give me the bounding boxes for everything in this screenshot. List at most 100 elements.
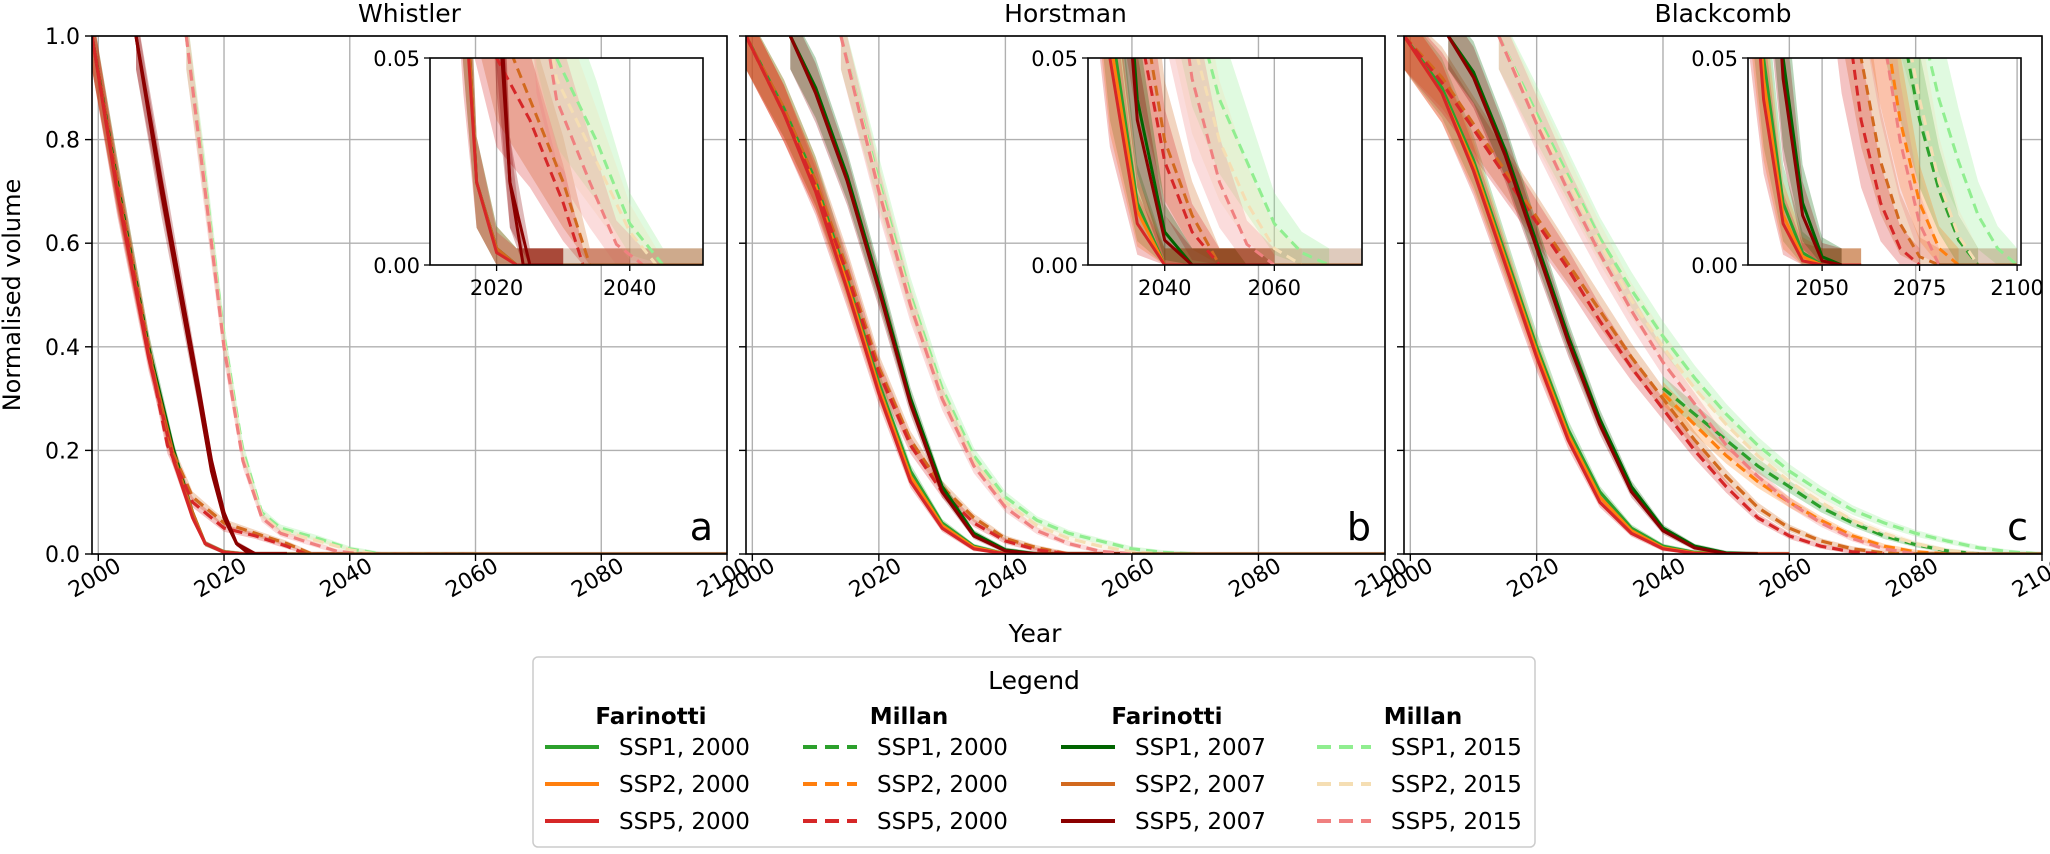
series-line — [134, 36, 287, 554]
inset-series-band — [563, 248, 703, 265]
inset-y-tick-label: 0.05 — [1031, 47, 1078, 71]
y-tick-label: 0.4 — [45, 336, 80, 361]
series-band — [746, 36, 1132, 554]
series-line — [92, 36, 287, 554]
x-tick-label: 2020 — [1503, 554, 1564, 604]
inset-series-band — [1837, 58, 1920, 265]
series-line — [1404, 36, 1916, 554]
inset-series-line — [1859, 58, 1940, 265]
inset-series-band — [1885, 58, 1979, 265]
series-band — [746, 36, 1132, 554]
legend-entry-label: SSP5, 2015 — [1391, 809, 1522, 835]
panel-title: Whistler — [358, 0, 462, 28]
legend-column-header: Farinotti — [595, 704, 706, 730]
series-line — [1497, 36, 2042, 554]
inset-y-tick-label: 0.00 — [1031, 254, 1078, 278]
legend-column-header: Farinotti — [1111, 704, 1222, 730]
series-line — [788, 36, 1132, 554]
panel-label: a — [690, 505, 713, 549]
inset-x-tick-label: 2050 — [1795, 276, 1848, 300]
x-tick-label: 2040 — [1629, 554, 1690, 604]
inset-series-group — [460, 58, 703, 265]
series-line — [134, 36, 287, 554]
inset-frame — [1747, 57, 2022, 266]
axes-frame — [91, 35, 728, 555]
y-tick-label: 1.0 — [45, 25, 80, 50]
inset-series-band — [1844, 58, 1940, 265]
legend-title: Legend — [988, 666, 1080, 695]
inset-series-band — [1939, 248, 2018, 265]
inset-series-line — [1758, 58, 1862, 265]
series-band — [746, 36, 1132, 554]
legend-column-header: Millan — [1384, 704, 1462, 730]
axes-frame — [745, 35, 1386, 555]
legend: Legend Farinotti SSP1, 2000 SSP2, 2000 SSP5,… — [532, 656, 1536, 848]
series-line — [1497, 36, 1916, 554]
inset-series-line — [495, 58, 630, 265]
inset-series-line — [1149, 58, 1275, 265]
inset-x-tick-label: 2100 — [1990, 276, 2043, 300]
y-axis-label: Normalised volume — [0, 179, 26, 412]
inset-frame — [429, 57, 704, 266]
x-tick-label: 2060 — [1756, 554, 1817, 604]
inset-series-band — [462, 58, 564, 265]
x-tick-label: 2040 — [972, 554, 1033, 604]
legend-entry-label: SSP2, 2007 — [1135, 772, 1266, 798]
inset-series-band — [1103, 58, 1275, 265]
inset-series-band — [1749, 58, 1862, 265]
inset-axes: 2050 2075 2100 0.00 0.05 — [1691, 47, 2044, 300]
legend-column-header: Millan — [870, 704, 948, 730]
inset-series-band — [496, 58, 564, 265]
series-line — [1446, 36, 1758, 554]
inset-series-line — [500, 58, 564, 265]
y-tick-label: 0.6 — [45, 232, 80, 257]
series-line — [839, 36, 1133, 554]
series-band — [1404, 36, 1916, 554]
inset-x-tick-label: 2060 — [1248, 276, 1301, 300]
series-line — [746, 36, 1132, 554]
inset-series-band — [1870, 58, 1959, 265]
y-tick-label: 0.0 — [45, 543, 80, 568]
x-tick-label: 2040 — [316, 554, 377, 604]
inset-y-tick-label: 0.00 — [1691, 254, 1738, 278]
series-band — [790, 36, 1132, 554]
x-tick-label: 2020 — [845, 554, 906, 604]
x-axis-label: Year — [1008, 619, 1063, 648]
inset-x-tick-label: 2040 — [1138, 276, 1191, 300]
legend-entry-label: SSP1, 2007 — [1135, 735, 1266, 761]
inset-series-line — [1780, 58, 1842, 265]
inset-frame — [1087, 57, 1363, 266]
series-line — [1497, 36, 1979, 554]
series-band — [840, 36, 1164, 554]
series-band — [746, 36, 1132, 554]
panel-title: Blackcomb — [1655, 0, 1792, 28]
legend-entry-label: SSP5, 2000 — [619, 809, 750, 835]
inset-series-band — [462, 58, 564, 265]
x-tick-label: 2020 — [190, 554, 251, 604]
axes-frame — [1403, 35, 2043, 555]
inset-x-tick-label: 2020 — [470, 276, 523, 300]
inset-series-band — [1101, 58, 1275, 265]
inset-series-line — [551, 58, 703, 265]
panel-label: b — [1347, 505, 1371, 549]
series-line — [788, 36, 1132, 554]
inset-series-group — [1099, 58, 1362, 265]
inset-series-band — [535, 58, 703, 265]
inset-series-band — [1174, 58, 1302, 265]
inset-series-band — [1181, 58, 1330, 265]
series-line — [839, 36, 1164, 554]
inset-series-band — [534, 58, 703, 265]
inset-series-band — [1274, 248, 1362, 265]
series-line — [92, 36, 287, 554]
x-tick-label: 2080 — [1225, 554, 1286, 604]
inset-series-line — [501, 58, 564, 265]
x-tick-label: 2080 — [568, 554, 629, 604]
inset-series-line — [1781, 58, 1843, 265]
y-tick-label: 0.8 — [45, 129, 80, 154]
inset-series-line — [1885, 58, 1941, 265]
series-line — [92, 36, 287, 554]
y-tick-label: 0.2 — [45, 439, 80, 464]
inset-series-band — [1168, 58, 1275, 265]
inset-series-band — [1752, 58, 1862, 265]
inset-axes: 2040 2060 0.00 0.05 — [1031, 47, 1363, 300]
